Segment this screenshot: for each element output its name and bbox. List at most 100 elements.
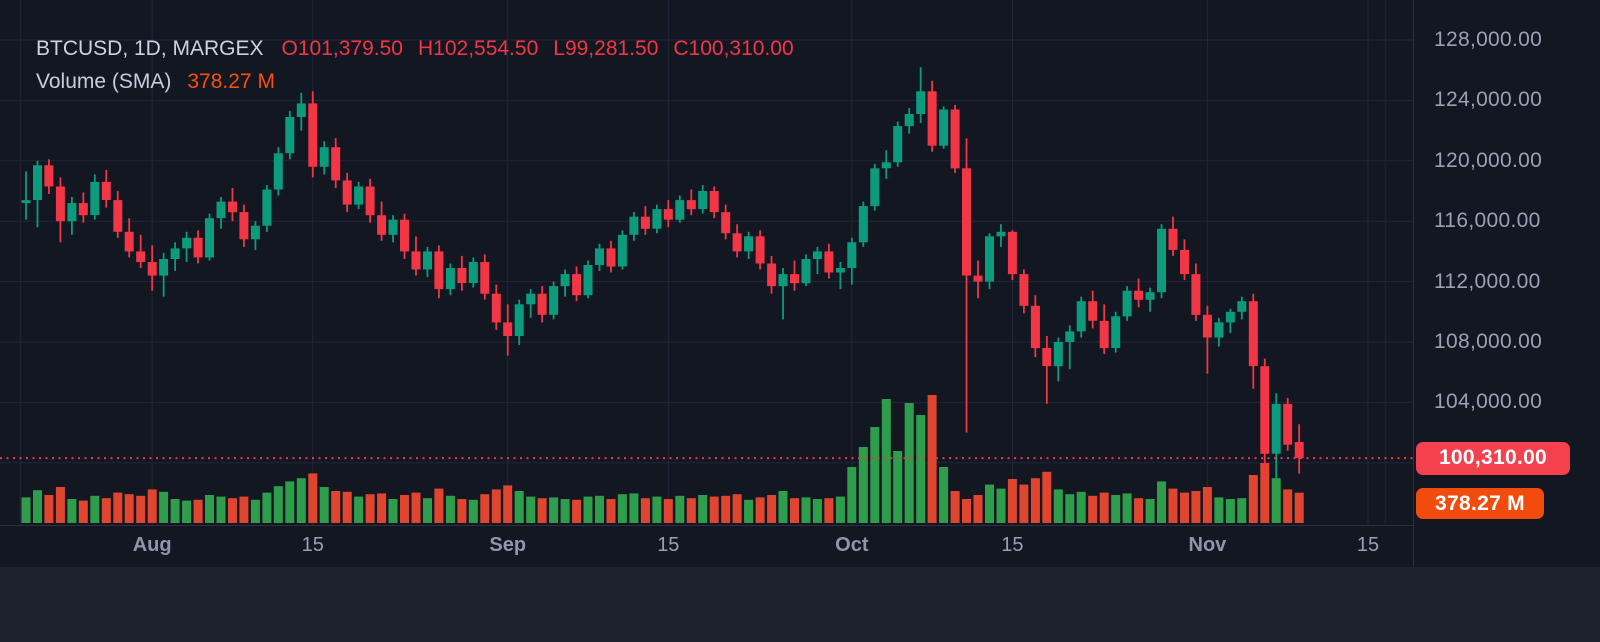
candle-body [572, 274, 582, 296]
candle-body [744, 236, 754, 252]
candle-body [342, 180, 352, 205]
time-axis[interactable]: Aug 15 Sep 15 Oct 15 Nov 15 [0, 525, 1413, 567]
candle-body [434, 251, 444, 290]
candle-body [480, 262, 490, 294]
candle-body [652, 209, 662, 229]
volume-bar [365, 494, 375, 523]
volume-bar [1225, 499, 1235, 523]
volume-bar [847, 467, 857, 523]
volume-bar [1145, 499, 1155, 523]
candle-body [847, 242, 857, 268]
volume-bar [732, 494, 742, 523]
candle-body [881, 162, 891, 169]
legend: BTCUSD, 1D, MARGEX O101,379.50 H102,554.50… [36, 36, 809, 95]
candle-body [33, 165, 42, 200]
volume-bar [1099, 492, 1109, 523]
candle-body [583, 265, 593, 296]
volume-bar [411, 492, 421, 523]
volume-bar [881, 399, 891, 523]
volume-bar [423, 498, 432, 523]
volume-bar [629, 493, 639, 523]
candle-body [858, 206, 868, 243]
volume-bar [159, 491, 169, 523]
candle-body [606, 248, 616, 267]
volume-bar [250, 499, 260, 523]
volume-bar [1283, 489, 1293, 523]
volume-bar [744, 499, 754, 523]
candle-body [927, 91, 937, 146]
candle-body [996, 231, 1006, 237]
candle-body [78, 203, 88, 216]
candle-body [1294, 442, 1304, 459]
volume-bar [491, 489, 501, 523]
volume-bar [400, 495, 409, 523]
indicator-label[interactable]: Volume (SMA) [36, 70, 172, 93]
candle-body [285, 117, 295, 154]
candle-body [1283, 403, 1293, 445]
volume-bar [1065, 494, 1075, 523]
volume-bar [1076, 491, 1086, 523]
candle-body [1065, 331, 1075, 342]
candle-body [113, 200, 123, 232]
time-axis-label: 15 [1001, 534, 1024, 556]
volume-bar [78, 500, 88, 523]
volume-bar [308, 473, 318, 523]
volume-bar [996, 488, 1006, 523]
price-axis-label: 124,000.00 [1434, 88, 1543, 112]
symbol-title[interactable]: BTCUSD, 1D, MARGEX [36, 37, 264, 60]
candle-body [663, 209, 673, 220]
candle-body [790, 274, 799, 284]
candle-body [136, 251, 146, 262]
candle-body [698, 191, 708, 210]
candle-body [1157, 228, 1166, 293]
volume-bar [526, 496, 536, 523]
candle-body [262, 189, 272, 226]
chart-pane[interactable]: BTCUSD, 1D, MARGEX O101,379.50 H102,554.50… [0, 0, 1413, 525]
volume-value-badge: 378.27 M [1416, 488, 1544, 519]
candle-body [893, 126, 903, 163]
volume-bar [67, 499, 77, 523]
price-axis-label: 108,000.00 [1434, 330, 1543, 353]
volume-bar [1088, 495, 1098, 523]
volume-bar [239, 496, 249, 523]
chart-canvas[interactable] [0, 0, 1413, 525]
volume-bar [113, 492, 123, 523]
volume-bar [33, 490, 42, 523]
volume-bar [560, 499, 570, 523]
time-axis-label: 15 [657, 534, 680, 556]
candle-body [640, 216, 650, 229]
volume-bar [778, 491, 788, 523]
candle-body [812, 251, 822, 259]
volume-bar [319, 487, 329, 523]
volume-bar [755, 497, 765, 523]
volume-bar [354, 496, 364, 523]
candle-body [767, 263, 777, 287]
candle-body [319, 147, 329, 167]
candle-body [916, 91, 926, 114]
candle-body [939, 109, 949, 146]
candle-body [1019, 274, 1029, 306]
ohlc-low: L99,281.50 [553, 37, 659, 60]
candle-body [870, 168, 880, 207]
candle-body [1042, 348, 1052, 367]
volume-bar [549, 497, 559, 523]
volume-bar [285, 481, 295, 523]
price-axis[interactable]: 128,000.00 124,000.00 120,000.00 116,000.00… [1413, 0, 1600, 567]
price-axis-label: 120,000.00 [1434, 148, 1543, 172]
candle-body [147, 262, 157, 276]
volume-bar [136, 495, 146, 523]
volume-bar [262, 492, 272, 523]
volume-bar [1260, 463, 1270, 523]
volume-bar [216, 496, 226, 523]
candle-body [216, 201, 226, 219]
candle-body [1145, 292, 1155, 300]
volume-bar [721, 495, 731, 523]
candle-body [1111, 316, 1121, 348]
candle-body [778, 274, 788, 287]
candle-body [950, 109, 960, 169]
candle-body [1248, 301, 1258, 367]
volume-bar [1214, 497, 1224, 523]
candle-body [388, 219, 398, 235]
candle-body [595, 248, 604, 265]
volume-bar [101, 498, 111, 523]
